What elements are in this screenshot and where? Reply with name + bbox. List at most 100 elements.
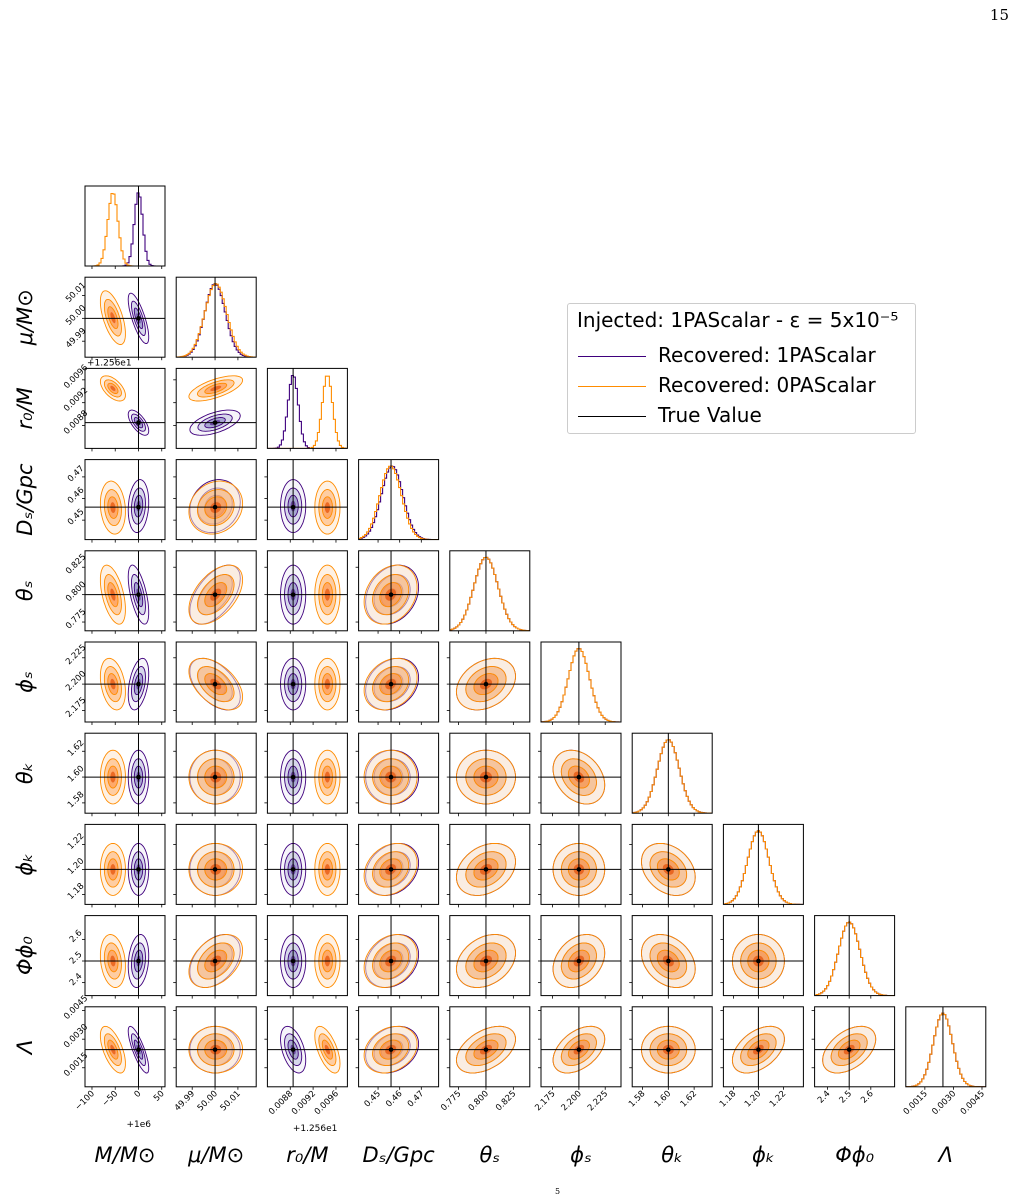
panel-frame (449, 550, 531, 632)
panel-param-10-vs-param-10 (905, 1006, 987, 1090)
panel-param-4-vs-param-2 (173, 459, 257, 543)
y-tick-label-param-10: 0.0015 (62, 1051, 90, 1079)
panel-param-9-vs-param-6 (538, 915, 622, 999)
truth-marker (483, 867, 489, 872)
truth-marker (290, 958, 296, 964)
panel-param-5-vs-param-4 (355, 550, 440, 634)
panel-param-8-vs-param-2 (173, 823, 257, 908)
panel-param-8-vs-param-7 (629, 823, 713, 908)
truth-marker (212, 774, 218, 780)
panel-frame (84, 1006, 166, 1088)
truth-marker (290, 867, 296, 872)
y-axis-label-param-10: Λ (13, 1040, 37, 1056)
panel-frame (358, 915, 440, 997)
panel-param-4-vs-param-1 (82, 459, 166, 543)
panel-param-2-vs-param-2 (175, 276, 257, 361)
panel-frame (266, 459, 348, 541)
x-tick-label-param-1: 0 (133, 1089, 144, 1100)
panel-param-5-vs-param-1 (82, 550, 166, 634)
panel-frame (722, 915, 804, 997)
y-tick-label-param-8: 1.18 (66, 881, 86, 901)
y-tick-label-param-7: 1.60 (66, 764, 86, 784)
panel-param-10-vs-param-2 (173, 1006, 257, 1090)
x-axis-label-param-4: Dₛ/Gpc (362, 1143, 435, 1167)
panel-frame (84, 550, 166, 632)
truth-marker (136, 958, 141, 964)
truth-marker (136, 1047, 141, 1052)
panel-frame (84, 915, 166, 997)
panel-frame (175, 367, 257, 449)
caption-fragment: 5 (555, 1187, 561, 1196)
panel-param-9-vs-param-3 (264, 915, 348, 999)
x-tick-label-param-1: −50 (100, 1089, 120, 1109)
x-tick-label-param-10: 0.0030 (930, 1089, 958, 1117)
truth-marker (212, 681, 218, 687)
panel-param-7-vs-param-6 (538, 732, 622, 817)
panel-frame (540, 732, 622, 814)
x-tick-label-param-5: 0.825 (494, 1089, 518, 1113)
panel-frame (449, 915, 531, 997)
truth-marker (212, 867, 218, 872)
x-tick-label-param-7: 1.62 (679, 1089, 699, 1109)
panel-param-5-vs-param-5 (449, 550, 531, 634)
panel-frame (84, 185, 166, 267)
y-tick-label-param-9: 2.5 (68, 950, 85, 967)
x-tick-label-param-6: 2.200 (560, 1089, 584, 1113)
panel-frame (175, 550, 257, 632)
panel-frame (540, 915, 622, 997)
y-axis-label-param-2: μ/M⊙ (13, 289, 37, 346)
histogram-0pascalar (541, 648, 621, 722)
panel-param-9-vs-param-4 (355, 915, 440, 999)
legend-entry-0pascalar: Recovered: 0PAScalar (578, 372, 908, 402)
panel-param-8-vs-param-8 (722, 823, 804, 908)
y-tick-label-param-4: 0.45 (66, 507, 86, 527)
truth-marker (483, 681, 489, 687)
panel-param-7-vs-param-4 (355, 732, 440, 817)
panel-frame (449, 823, 531, 905)
panel-frame (722, 823, 804, 905)
panel-frame (631, 732, 713, 814)
x-axis-label-param-2: μ/M⊙ (187, 1143, 244, 1167)
truth-marker (136, 592, 141, 597)
panel-frame (631, 823, 713, 905)
truth-marker (290, 504, 296, 510)
panel-param-8-vs-param-6 (538, 823, 622, 908)
truth-marker (290, 1047, 296, 1052)
x-tick-label-param-2: 49.99 (173, 1089, 197, 1113)
histogram-1pascalar (85, 192, 165, 266)
panel-frame (175, 732, 257, 814)
panel-frame (358, 550, 440, 632)
x-tick-label-param-3: 0.0092 (290, 1089, 318, 1117)
panel-frame (358, 459, 440, 541)
legend-title: Injected: 1PAScalar - ε = 5x10⁻⁵ (577, 308, 899, 332)
truth-marker (388, 1047, 394, 1052)
panel-param-9-vs-param-8 (720, 915, 804, 999)
panel-frame (175, 915, 257, 997)
panel-frame (814, 915, 896, 997)
histogram-1pascalar (905, 1012, 986, 1087)
x-tick-label-param-5: 0.775 (439, 1089, 463, 1113)
x-tick-label-param-8: 1.22 (768, 1089, 788, 1109)
truth-marker (756, 958, 761, 964)
panel-param-2-vs-param-1 (82, 276, 166, 361)
panel-frame (175, 823, 257, 905)
truth-marker (756, 1047, 761, 1052)
legend-swatch-true-value (578, 416, 646, 417)
panel-param-9-vs-param-2 (173, 915, 257, 999)
x-tick-label-param-1: −100 (73, 1089, 97, 1113)
panel-frame (175, 276, 257, 358)
x-tick-label-param-10: 0.0045 (959, 1089, 987, 1117)
truth-marker (212, 1047, 218, 1052)
truth-marker (576, 1047, 582, 1052)
x-axis-label-param-1: M/M⊙ (95, 1143, 156, 1167)
panel-frame (540, 1006, 622, 1088)
panel-frame (266, 641, 348, 723)
panel-frame (449, 1006, 531, 1088)
panel-frame (175, 641, 257, 723)
panel-frame (540, 641, 622, 723)
x-tick-label-param-10: 0.0015 (902, 1089, 930, 1117)
x-axis-label-param-7: θₖ (661, 1143, 683, 1167)
histogram-0pascalar (176, 283, 257, 358)
x-tick-label-param-6: 2.175 (533, 1089, 557, 1113)
panel-frame (449, 732, 531, 814)
